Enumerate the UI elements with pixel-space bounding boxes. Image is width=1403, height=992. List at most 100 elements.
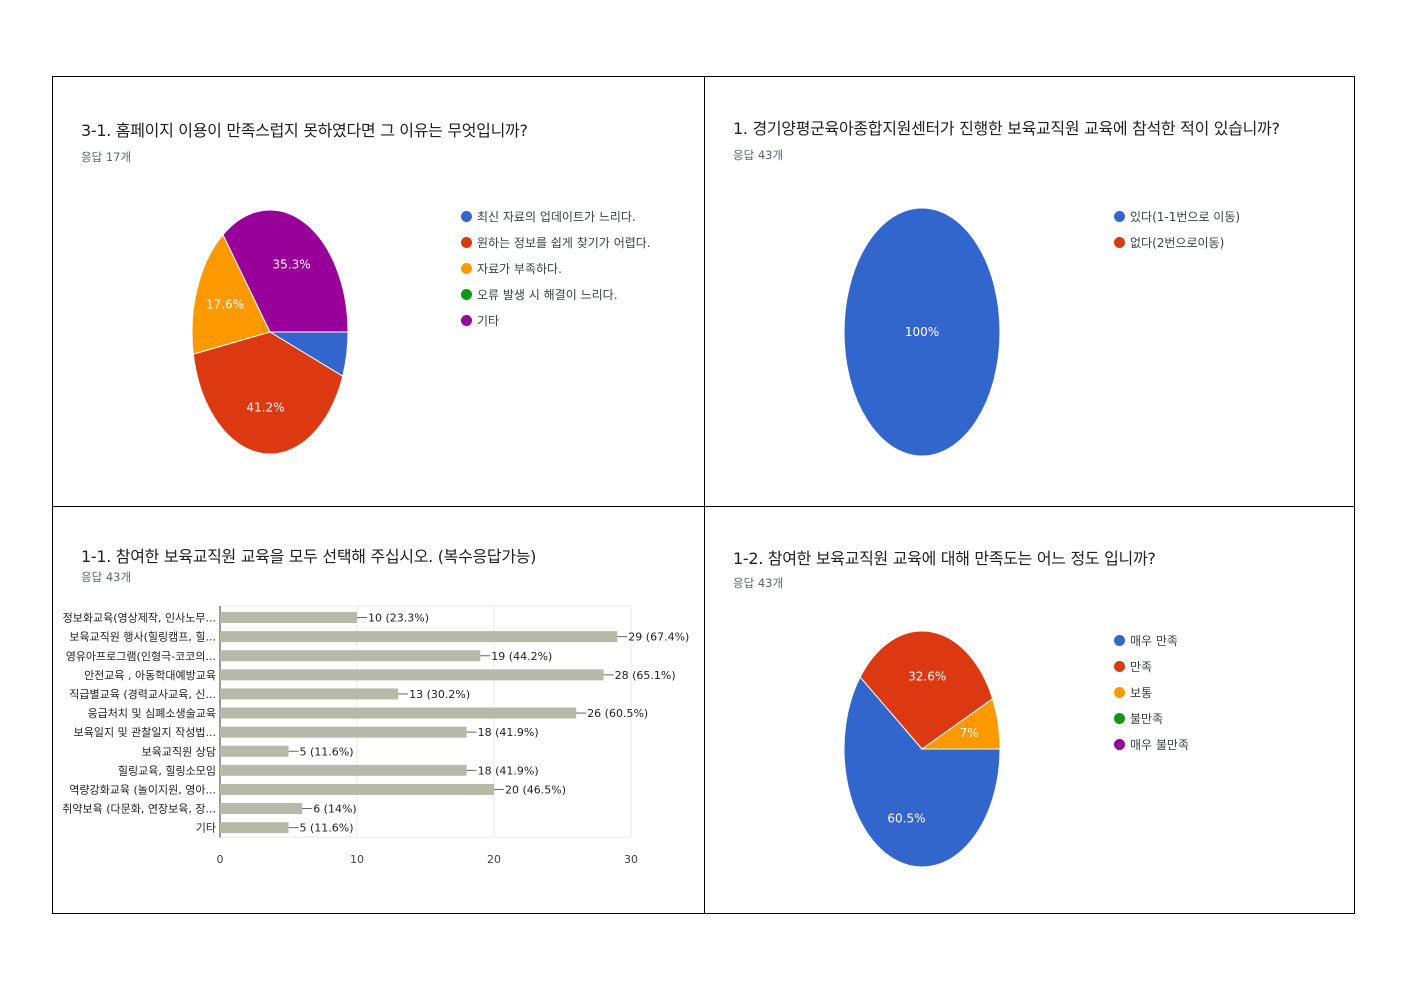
bar-value-label-2: 19 (44.2%) — [491, 650, 552, 663]
response-count: 응답 43개 — [81, 570, 132, 584]
slice-label-2: 17.6% — [206, 298, 244, 312]
pie-chart-attendance: 100% — [843, 207, 1001, 457]
slice-label-2: 7% — [960, 726, 979, 740]
legend-swatch — [1114, 634, 1125, 646]
horizontal-divider — [53, 506, 1354, 507]
bar-value-label-7: 5 (11.6%) — [300, 745, 354, 758]
legend-label: 최신 자료의 업데이트가 느리다. — [477, 209, 636, 224]
legend-swatch — [461, 236, 472, 248]
legend-label: 불만족 — [1130, 711, 1164, 726]
bar-10 — [220, 803, 303, 815]
panel-homepage-reasons: 3-1. 홈페이지 이용이 만족스럽지 못하였다면 그 이유는 무엇입니까? 응… — [53, 77, 704, 506]
legend-label: 매우 만족 — [1130, 633, 1178, 648]
category-label-2: 영유아프로그램(인형극-코코의... — [66, 650, 216, 663]
slice-label-1: 41.2% — [246, 400, 284, 414]
bar-chart-trainings: 0 10 20 30 정보화교육(영상제작, 인사노무... 10 (23.3%) 보육교직… — [62, 605, 689, 866]
chart-legend: 최신 자료의 업데이트가 느리다. 원하는 정보를 쉽게 찾기가 어렵다. 자료가 … — [461, 203, 651, 333]
legend-item-1: 만족 — [1114, 653, 1189, 679]
bar-8 — [220, 764, 467, 776]
legend-swatch — [461, 210, 472, 222]
panel-title: 1-2. 참여한 보육교직원 교육에 대해 만족도는 어느 정도 입니까? — [733, 549, 1156, 568]
bar-0 — [220, 612, 357, 624]
legend-label: 있다(1-1번으로 이동) — [1130, 209, 1241, 224]
legend-item-3: 불만족 — [1114, 705, 1189, 731]
pie-chart-satisfaction: 60.5% 32.6% 7% — [843, 630, 1001, 868]
legend-swatch — [1114, 236, 1125, 248]
bar-value-label-11: 5 (11.6%) — [300, 822, 354, 835]
category-label-4: 직급별교육 (경력교사교육, 신... — [69, 688, 216, 701]
category-label-9: 역량강화교육 (놀이지원, 영아... — [69, 783, 216, 796]
bar-value-label-5: 26 (60.5%) — [587, 707, 648, 720]
panel-title: 1. 경기양평군육아종합지원센터가 진행한 보육교직원 교육에 참석한 적이 있… — [733, 119, 1280, 138]
bar-4 — [220, 688, 399, 700]
panel-satisfaction: 1-2. 참여한 보육교직원 교육에 대해 만족도는 어느 정도 입니까? 응답… — [705, 507, 1356, 914]
slice-label-0: 60.5% — [887, 811, 925, 825]
pie-slice-1 — [859, 630, 994, 750]
legend-item-4: 기타 — [461, 307, 651, 333]
legend-swatch — [461, 262, 472, 274]
slice-label-0: 100% — [905, 325, 939, 339]
bar-value-label-6: 18 (41.9%) — [478, 726, 539, 739]
bar-value-label-9: 20 (46.5%) — [505, 783, 566, 796]
category-label-8: 힐링교육, 힐링소모임 — [118, 764, 216, 777]
legend-item-4: 매우 불만족 — [1114, 731, 1189, 757]
legend-swatch — [461, 314, 472, 326]
response-count: 응답 17개 — [81, 150, 132, 164]
pie-chart-homepage-reasons: 41.2% 17.6% 35.3% — [191, 209, 349, 455]
legend-item-2: 자료가 부족하다. — [461, 255, 651, 281]
bar-value-label-4: 13 (30.2%) — [409, 688, 470, 701]
category-label-11: 기타 — [196, 822, 216, 835]
bar-2 — [220, 650, 481, 662]
category-label-7: 보육교직원 상담 — [142, 745, 216, 758]
bar-3 — [220, 669, 604, 681]
legend-item-0: 매우 만족 — [1114, 627, 1189, 653]
bar-6 — [220, 726, 467, 738]
x-tick-label-1: 10 — [350, 853, 364, 866]
slice-label-4: 35.3% — [272, 257, 310, 271]
legend-swatch — [1114, 712, 1125, 724]
bar-11 — [220, 822, 289, 834]
legend-item-0: 있다(1-1번으로 이동) — [1114, 203, 1240, 229]
panel-trainings-attended: 1-1. 참여한 보육교직원 교육을 모두 선택해 주십시오. (복수응답가능)… — [53, 507, 704, 914]
legend-label: 없다(2번으로이동) — [1130, 235, 1225, 250]
bar-5 — [220, 707, 577, 719]
response-count: 응답 43개 — [733, 148, 784, 162]
legend-item-3: 오류 발생 시 해결이 느리다. — [461, 281, 651, 307]
bar-value-label-10: 6 (14%) — [313, 803, 357, 816]
legend-label: 오류 발생 시 해결이 느리다. — [477, 287, 618, 302]
bar-value-label-3: 28 (65.1%) — [615, 669, 676, 682]
legend-label: 보통 — [1130, 685, 1153, 700]
pie-slice-0 — [843, 676, 1001, 868]
legend-item-1: 없다(2번으로이동) — [1114, 229, 1240, 255]
panel-title: 3-1. 홈페이지 이용이 만족스럽지 못하였다면 그 이유는 무엇입니까? — [81, 121, 528, 140]
pie-slice-2 — [191, 233, 271, 355]
pie-slice-4 — [222, 209, 349, 333]
legend-label: 만족 — [1130, 659, 1153, 674]
legend-swatch — [1114, 210, 1125, 222]
slice-label-1: 32.6% — [908, 669, 946, 683]
vertical-divider — [704, 77, 705, 913]
bar-value-label-8: 18 (41.9%) — [478, 764, 539, 777]
legend-label: 자료가 부족하다. — [477, 261, 562, 276]
x-tick-label-3: 30 — [624, 853, 638, 866]
chart-legend: 있다(1-1번으로 이동) 없다(2번으로이동) — [1114, 203, 1240, 255]
panel-title: 1-1. 참여한 보육교직원 교육을 모두 선택해 주십시오. (복수응답가능) — [81, 547, 537, 566]
category-label-0: 정보화교육(영상제작, 인사노무... — [63, 612, 216, 625]
pie-slice-0 — [843, 207, 1001, 457]
pie-slice-1 — [192, 331, 344, 455]
legend-label: 원하는 정보를 쉽게 찾기가 어렵다. — [477, 235, 651, 250]
legend-swatch — [461, 288, 472, 300]
legend-item-2: 보통 — [1114, 679, 1189, 705]
legend-swatch — [1114, 686, 1125, 698]
legend-swatch — [1114, 660, 1125, 672]
legend-item-0: 최신 자료의 업데이트가 느리다. — [461, 203, 651, 229]
panel-attendance: 1. 경기양평군육아종합지원센터가 진행한 보육교직원 교육에 참석한 적이 있… — [705, 77, 1356, 506]
legend-item-1: 원하는 정보를 쉽게 찾기가 어렵다. — [461, 229, 651, 255]
survey-grid: 3-1. 홈페이지 이용이 만족스럽지 못하였다면 그 이유는 무엇입니까? 응… — [52, 76, 1355, 914]
category-label-5: 응급처치 및 심폐소생술교육 — [88, 707, 216, 720]
legend-swatch — [1114, 738, 1125, 750]
bar-1 — [220, 631, 618, 643]
bar-value-label-0: 10 (23.3%) — [368, 612, 429, 625]
bar-value-label-1: 29 (67.4%) — [628, 631, 689, 644]
